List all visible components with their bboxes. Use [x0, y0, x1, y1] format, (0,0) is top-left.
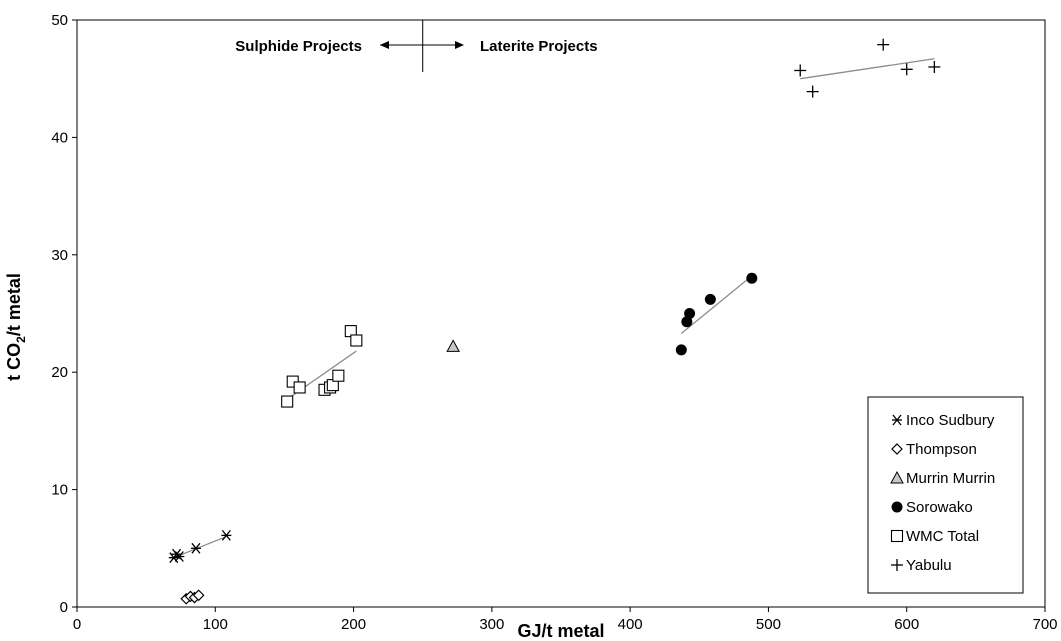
legend-label: WMC Total: [906, 528, 979, 545]
trend-line: [680, 275, 753, 334]
data-point: [174, 551, 185, 562]
legend-marker: [891, 443, 903, 455]
x-tick-label: 100: [203, 616, 228, 633]
y-tick-label: 40: [51, 129, 68, 146]
y-tick-label: 0: [60, 599, 68, 616]
data-point: [281, 395, 294, 408]
legend-label: Sorowako: [906, 499, 973, 516]
y-tick-label: 30: [51, 247, 68, 264]
x-tick-label: 600: [894, 616, 919, 633]
x-tick-label: 500: [756, 616, 781, 633]
legend: Inco Sudbury Thompson Murrin Murrin Sorowak…: [867, 396, 1024, 594]
x-tick-label: 400: [618, 616, 643, 633]
data-point: [192, 589, 205, 602]
data-point: [794, 64, 807, 77]
trend-line: [800, 58, 935, 80]
axes: 0 100 200 300 400 500 600 700 0 10 20 30 40 50: [51, 12, 1057, 633]
legend-marker: [891, 559, 903, 571]
y-axis-title: t CO2/t metal: [4, 273, 28, 381]
legend-marker: [890, 529, 904, 543]
trend-line: [173, 535, 227, 559]
x-tick-label: 700: [1032, 616, 1057, 633]
data-point: [684, 308, 696, 319]
data-point: [332, 369, 345, 382]
data-point: [350, 334, 363, 347]
x-axis-title: GJ/t metal: [517, 621, 604, 641]
data-point: [190, 542, 201, 554]
arrow-right-head: [455, 41, 464, 49]
data-point: [746, 272, 758, 284]
data-point: [928, 60, 941, 73]
x-tick-label: 0: [73, 616, 81, 633]
data-points: [168, 38, 941, 605]
legend-label: Inco Sudbury: [906, 412, 995, 429]
legend-label: Yabulu: [906, 557, 952, 574]
trend-lines: [173, 58, 935, 600]
data-point: [900, 63, 913, 76]
legend-marker: [892, 414, 902, 426]
legend-marker: [891, 501, 903, 513]
legend-box: [867, 396, 1024, 594]
data-point: [446, 339, 460, 352]
legend-marker: [890, 470, 904, 484]
plot-frame: [76, 19, 1046, 608]
data-point: [675, 344, 687, 356]
data-point: [221, 529, 232, 541]
y-axis-title-sub: 2: [14, 336, 28, 343]
legend-label: Murrin Murrin: [906, 470, 995, 487]
y-axis-title-suffix: /t metal: [4, 273, 24, 336]
data-point: [806, 85, 819, 98]
annotation-left: Sulphide Projects: [235, 38, 362, 55]
y-tick-label: 50: [51, 12, 68, 29]
y-tick-label: 10: [51, 482, 68, 499]
project-annotation: Sulphide Projects Laterite Projects: [235, 20, 598, 72]
y-axis-title-prefix: t CO: [4, 343, 24, 381]
data-point: [877, 38, 890, 51]
arrow-left-head: [380, 41, 389, 49]
y-tick-label: 20: [51, 364, 68, 381]
x-tick-label: 300: [479, 616, 504, 633]
data-point: [293, 381, 306, 394]
legend-label: Thompson: [906, 441, 977, 458]
data-point: [704, 293, 716, 305]
annotation-right: Laterite Projects: [480, 38, 598, 55]
x-tick-label: 200: [341, 616, 366, 633]
